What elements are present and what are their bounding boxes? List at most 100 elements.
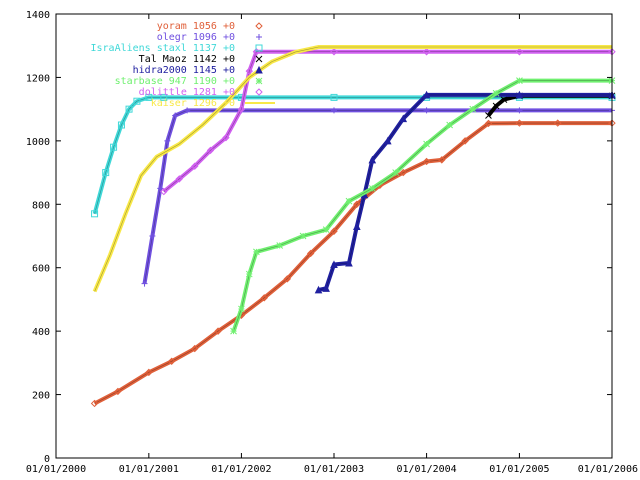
series-line bbox=[162, 49, 612, 194]
y-tick-label: 200 bbox=[32, 391, 50, 402]
legend-label: hidra2000 1145 +0 bbox=[133, 65, 235, 76]
data-point bbox=[133, 97, 141, 105]
y-tick-label: 1400 bbox=[26, 10, 50, 21]
data-point bbox=[276, 242, 284, 249]
data-point bbox=[145, 368, 153, 377]
data-point bbox=[91, 210, 99, 218]
series-line-core bbox=[94, 46, 612, 292]
data-point bbox=[160, 187, 168, 196]
x-tick-label: 01/01/2004 bbox=[396, 464, 456, 475]
legend-item-5: starbase 947 1190 +0 bbox=[115, 76, 263, 87]
legend-label: yoram 1056 +0 bbox=[157, 21, 235, 32]
data-point bbox=[399, 114, 408, 123]
data-point bbox=[141, 280, 148, 287]
data-point bbox=[353, 222, 361, 230]
legend-item-6: dolittle 1281 +0 bbox=[139, 87, 263, 98]
data-point bbox=[145, 93, 153, 101]
data-point bbox=[330, 260, 338, 269]
series-4 bbox=[314, 90, 616, 294]
data-point bbox=[125, 105, 133, 113]
x-tick-label: 01/01/2005 bbox=[489, 464, 549, 475]
data-point bbox=[149, 233, 156, 239]
legend-label: Tal Maoz 1142 +0 bbox=[139, 54, 235, 65]
data-point bbox=[222, 133, 230, 142]
x-tick-label: 01/01/2000 bbox=[26, 464, 86, 475]
series-0 bbox=[90, 119, 616, 408]
data-point bbox=[516, 77, 523, 84]
legend-item-3: Tal Maoz 1142 +0 bbox=[139, 54, 263, 65]
data-point bbox=[157, 185, 164, 192]
data-point bbox=[469, 105, 477, 113]
y-tick-label: 600 bbox=[32, 264, 50, 275]
data-point bbox=[492, 89, 500, 97]
data-point bbox=[237, 105, 246, 113]
legend-item-4: hidra2000 1145 +0 bbox=[133, 65, 263, 76]
legend-marker bbox=[255, 77, 263, 85]
series-line bbox=[92, 45, 612, 293]
data-point bbox=[392, 169, 399, 176]
data-point bbox=[164, 137, 171, 144]
data-point bbox=[175, 175, 183, 183]
data-point bbox=[191, 162, 199, 170]
data-point bbox=[191, 344, 199, 353]
series-line-core bbox=[163, 51, 612, 192]
data-point bbox=[515, 48, 524, 56]
series-6 bbox=[160, 48, 616, 196]
series-line bbox=[93, 121, 612, 406]
series-line-core bbox=[318, 94, 612, 291]
data-point bbox=[206, 146, 215, 155]
data-point bbox=[102, 169, 110, 177]
data-point bbox=[500, 96, 508, 103]
axes: 0 200 400 600 800 1000 1200 1400 01/01/2000 01/01… bbox=[26, 10, 638, 475]
y-tick-label: 1000 bbox=[26, 137, 50, 148]
data-point bbox=[492, 102, 500, 110]
data-point bbox=[422, 48, 431, 56]
legend-item-1: olegr 1096 +0 bbox=[157, 32, 262, 43]
data-point bbox=[114, 387, 122, 396]
y-tick-label: 0 bbox=[44, 454, 50, 465]
data-point bbox=[423, 107, 430, 114]
series-line bbox=[142, 108, 612, 284]
data-point bbox=[90, 399, 99, 408]
data-point bbox=[423, 140, 430, 148]
data-point bbox=[516, 107, 523, 114]
data-point bbox=[253, 248, 260, 256]
data-point bbox=[260, 294, 268, 302]
data-point bbox=[172, 112, 179, 119]
data-point bbox=[330, 227, 338, 235]
data-point bbox=[485, 112, 492, 119]
series-line bbox=[318, 92, 612, 292]
data-point bbox=[283, 275, 292, 283]
data-point bbox=[330, 48, 338, 56]
data-point bbox=[515, 119, 524, 127]
legend-marker bbox=[255, 88, 263, 96]
data-point bbox=[461, 137, 469, 145]
data-point bbox=[446, 121, 454, 129]
data-point bbox=[331, 107, 337, 114]
data-point bbox=[314, 285, 323, 294]
legend-label: IsraAliens staxl 1137 +0 bbox=[91, 43, 236, 54]
data-point bbox=[322, 226, 330, 234]
series-line bbox=[231, 78, 612, 332]
x-tick-label: 01/01/2002 bbox=[211, 464, 271, 475]
data-point bbox=[368, 155, 377, 164]
legend-item-7: kaiser 1296 +0 bbox=[151, 98, 275, 109]
legend-item-2: IsraAliens staxl 1137 +0 bbox=[91, 43, 263, 54]
legend-label: kaiser 1296 +0 bbox=[151, 98, 235, 109]
data-point bbox=[299, 232, 307, 240]
data-point bbox=[345, 258, 353, 267]
legend-marker bbox=[256, 34, 262, 40]
legend-marker bbox=[255, 44, 263, 52]
data-point bbox=[484, 119, 493, 128]
data-point bbox=[117, 121, 125, 129]
y-tick-label: 800 bbox=[32, 200, 50, 211]
series-line-core bbox=[233, 80, 612, 332]
series-line-core bbox=[94, 97, 612, 214]
data-point bbox=[214, 327, 222, 335]
series-1 bbox=[141, 107, 615, 287]
y-tick-label: 400 bbox=[32, 327, 50, 338]
data-point bbox=[167, 357, 176, 365]
legend-label: starbase 947 1190 +0 bbox=[115, 76, 235, 87]
data-point bbox=[330, 93, 338, 101]
